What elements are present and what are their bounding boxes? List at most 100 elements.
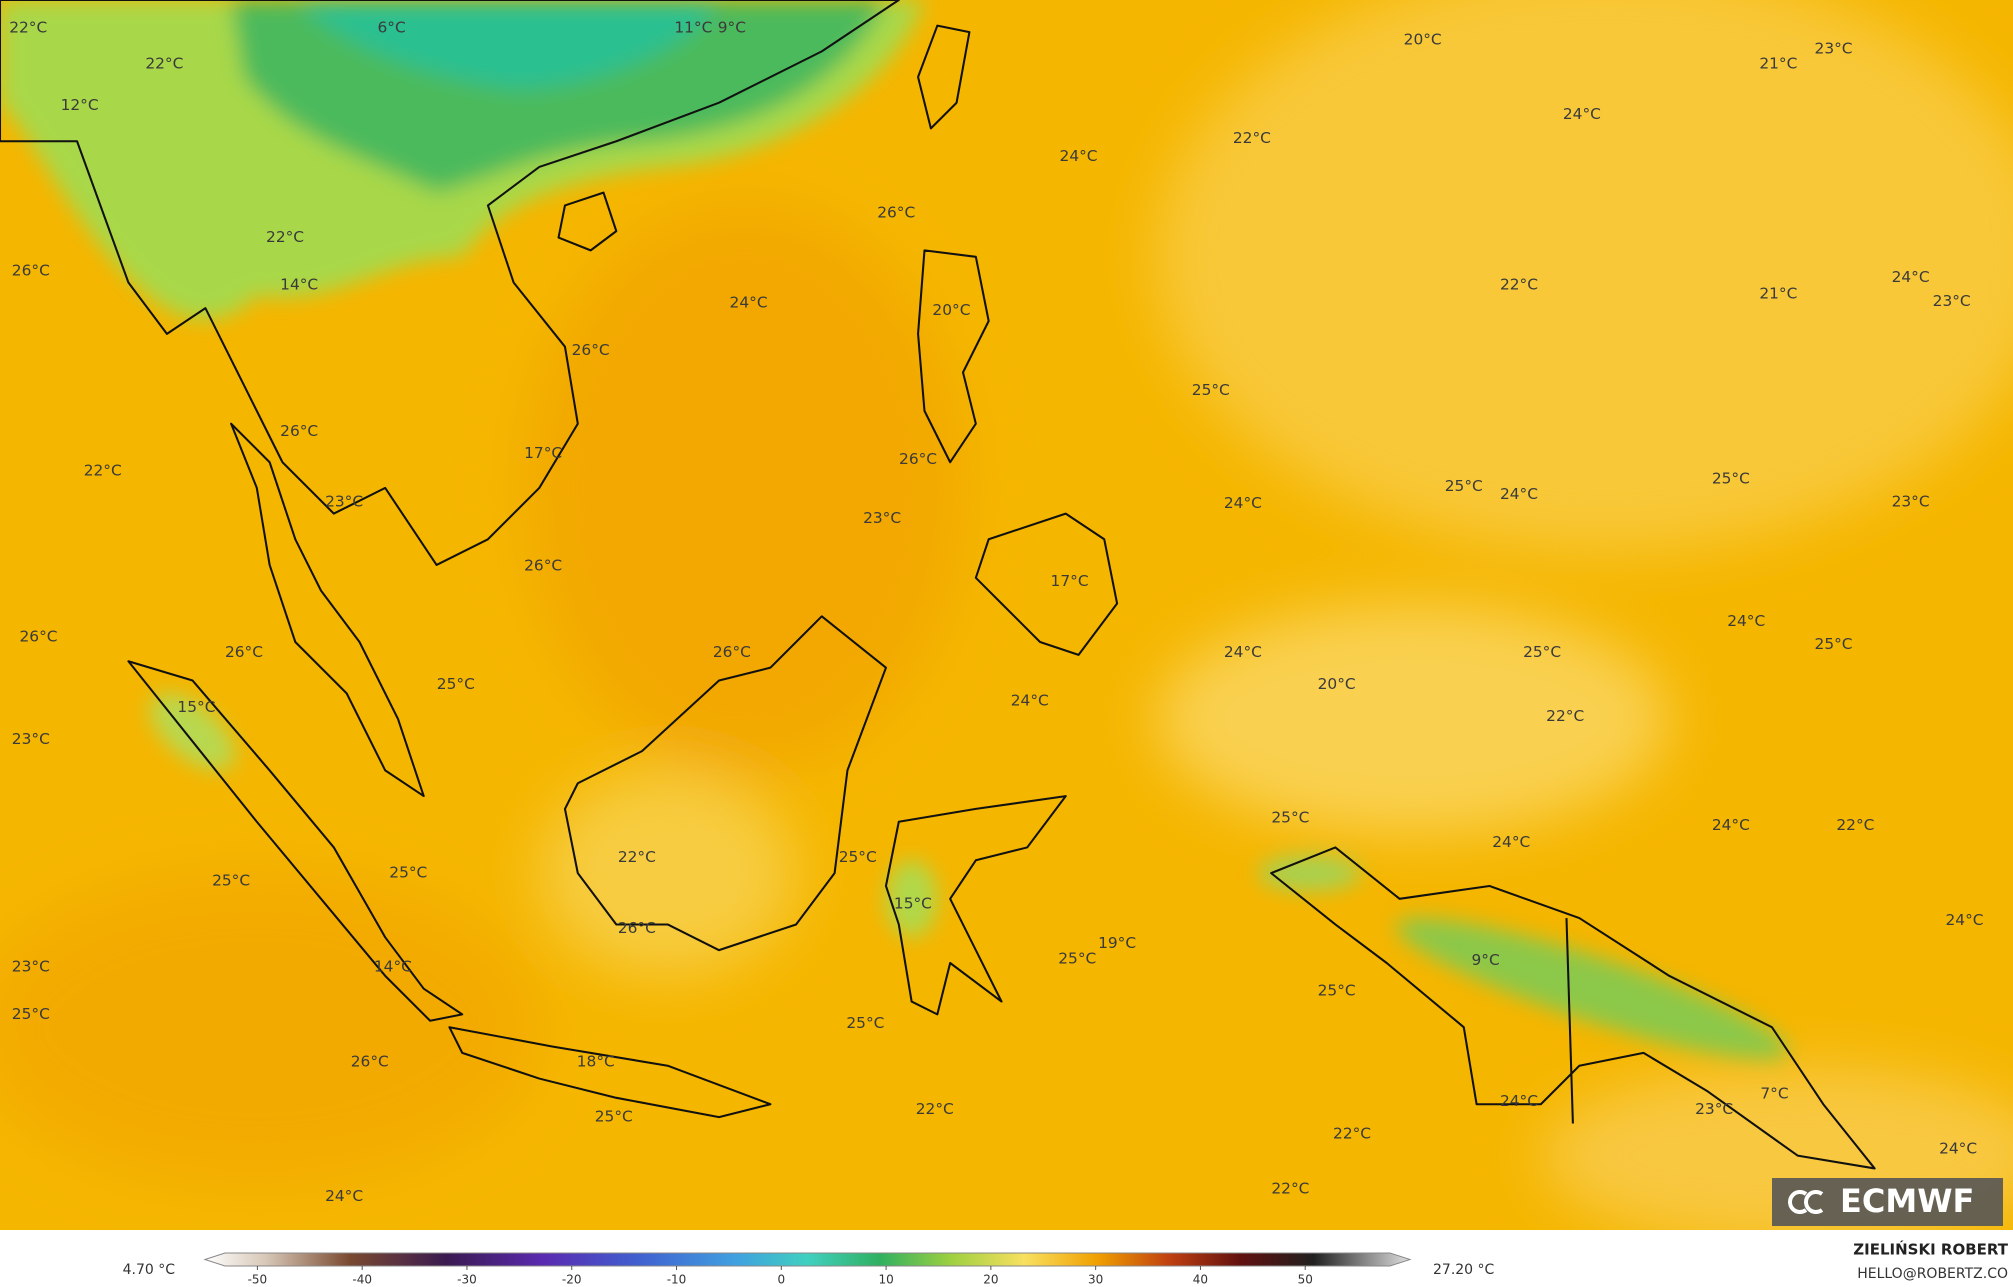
colorbar-tick-label: 30 [1088, 1273, 1103, 1287]
temperature-label: 20°C [1404, 30, 1442, 48]
colorbar-tick-label: 0 [777, 1273, 785, 1287]
temperature-label: 6°C [378, 19, 406, 37]
temperature-label: 17°C [1051, 572, 1089, 590]
temperature-label: 25°C [437, 675, 475, 693]
colorbar-tick-label: 10 [878, 1273, 893, 1287]
temperature-label: 26°C [713, 643, 751, 661]
temperature-label: 23°C [1933, 292, 1971, 310]
temperature-label: 15°C [177, 698, 215, 716]
temperature-label: 26°C [20, 627, 58, 645]
temperature-label: 25°C [1192, 381, 1230, 399]
temperature-label: 25°C [1445, 477, 1483, 495]
colorbar-tick-label: -10 [667, 1273, 687, 1287]
temperature-label: 18°C [577, 1052, 615, 1070]
temperature-label: 26°C [225, 643, 263, 661]
temperature-label: 22°C [266, 228, 304, 246]
temperature-label: 25°C [1712, 469, 1750, 487]
temperature-label: 23°C [1892, 493, 1930, 511]
colorbar-tick-label: 50 [1298, 1273, 1313, 1287]
temperature-label: 24°C [1727, 612, 1765, 630]
temperature-label: 25°C [389, 864, 427, 882]
temperature-label: 14°C [374, 957, 412, 975]
temperature-label: 23°C [1695, 1100, 1733, 1118]
temperature-label: 21°C [1759, 285, 1797, 303]
temperature-label: 19°C [1098, 934, 1136, 952]
colorbar-tick-label: 20 [983, 1273, 998, 1287]
temperature-label: 26°C [351, 1052, 389, 1070]
temperature-label: 24°C [325, 1187, 363, 1205]
temperature-label: 25°C [839, 848, 877, 866]
temperature-label: 22°C [1233, 129, 1271, 147]
temperature-label: 17°C [524, 444, 562, 462]
temperature-label: 26°C [572, 341, 610, 359]
temperature-label: 23°C [325, 493, 363, 511]
temperature-label: 25°C [12, 1005, 50, 1023]
colorbar-tick-label: -40 [352, 1273, 372, 1287]
temperature-label: 24°C [1492, 833, 1530, 851]
temperature-label: 26°C [618, 919, 656, 937]
colorbar-tick-label: -50 [248, 1273, 268, 1287]
temperature-label: 24°C [1224, 494, 1262, 512]
credit-author: ZIELIŃSKI ROBERT [1853, 1240, 2008, 1259]
temperature-label: 22°C [1500, 276, 1538, 294]
colorbar-tick-label: -30 [457, 1273, 477, 1287]
temperature-label: 23°C [12, 730, 50, 748]
temperature-label: 25°C [1271, 808, 1309, 826]
colorbar-tick-label: -20 [562, 1273, 582, 1287]
map: 22°C 6°C 11°C 9°C22°C12°C20°C21°C23°C24°C22… [0, 0, 2013, 1246]
credit-email: HELLO@ROBERTZ.CO [1857, 1266, 2008, 1282]
temperature-label: 20°C [932, 301, 970, 319]
temperature-label: 26°C [877, 204, 915, 222]
temperature-label: 24°C [1011, 692, 1049, 710]
coastlines [0, 0, 1876, 1170]
temperature-label: 26°C [899, 450, 937, 468]
temperature-label: 21°C [1759, 55, 1797, 73]
temperature-label: 25°C [595, 1108, 633, 1126]
logo-box [1772, 1178, 2003, 1226]
temperature-label: 22°C [9, 19, 47, 37]
temperature-label: 26°C [524, 557, 562, 575]
colorbar-max-label: 27.20 °C [1433, 1262, 1495, 1278]
temperature-label: 25°C [212, 871, 250, 889]
cold-field [0, 0, 1788, 1060]
temperature-label: 26°C [12, 261, 50, 279]
temperature-label: 20°C [1318, 675, 1356, 693]
temperature-label: 24°C [1892, 268, 1930, 286]
temperature-label: 23°C [12, 957, 50, 975]
temperature-label: 22°C [1836, 816, 1874, 834]
temperature-label: 11°C [674, 19, 712, 37]
temperature-label: 14°C [280, 276, 318, 294]
colorbar-min-label: 4.70 °C [123, 1262, 176, 1278]
temperature-label: 23°C [863, 509, 901, 527]
temperature-label: 22°C [145, 55, 183, 73]
temperature-label: 22°C [916, 1100, 954, 1118]
temperature-label: 24°C [1500, 485, 1538, 503]
temperature-label: 24°C [1563, 105, 1601, 123]
temperature-label: 25°C [1815, 635, 1853, 653]
temperature-label: 25°C [846, 1014, 884, 1032]
temperature-label: 9°C [718, 19, 746, 37]
temperature-label: 25°C [1523, 643, 1561, 661]
temperature-label: 12°C [61, 96, 99, 114]
temperature-label: 24°C [1060, 147, 1098, 165]
colorbar [203, 1252, 1412, 1267]
temperature-label: 22°C [1333, 1124, 1371, 1142]
temperature-label: 24°C [1224, 643, 1262, 661]
temperature-label: 24°C [730, 294, 768, 312]
temperature-label: 22°C [84, 462, 122, 480]
temperature-label: 15°C [894, 894, 932, 912]
temperature-label: 25°C [1058, 950, 1096, 968]
temperature-label: 24°C [1712, 816, 1750, 834]
temperature-label: 9°C [1471, 951, 1499, 969]
temperature-label: 24°C [1939, 1140, 1977, 1158]
logo-text: ECMWF [1840, 1182, 1974, 1220]
temperature-label: 22°C [618, 848, 656, 866]
temperature-label: 7°C [1760, 1084, 1788, 1102]
temperature-label: 26°C [280, 422, 318, 440]
colorbar-tick-label: 40 [1193, 1273, 1208, 1287]
temperature-label: 23°C [1815, 39, 1853, 57]
logo-icon [1788, 1190, 1824, 1214]
temperature-label: 22°C [1271, 1179, 1309, 1197]
